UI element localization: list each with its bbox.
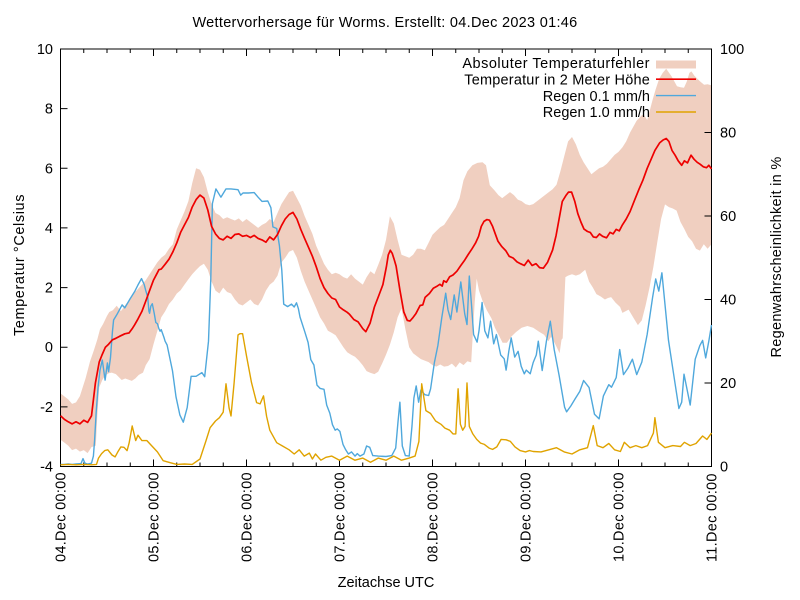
svg-text:40: 40 [720,293,736,309]
svg-text:8: 8 [45,102,53,118]
svg-text:07.Dec 00:00: 07.Dec 00:00 [333,472,349,562]
svg-text:08.Dec 00:00: 08.Dec 00:00 [426,472,442,562]
svg-text:04.Dec 00:00: 04.Dec 00:00 [54,472,70,562]
svg-text:09.Dec 00:00: 09.Dec 00:00 [519,472,535,562]
svg-text:Wettervorhersage für Worms. Er: Wettervorhersage für Worms. Erstellt: 04… [192,15,577,31]
svg-text:60: 60 [720,209,736,225]
svg-text:05.Dec 00:00: 05.Dec 00:00 [147,472,163,562]
svg-text:10: 10 [37,42,53,58]
svg-text:Temperatur °Celsius: Temperatur °Celsius [12,194,28,336]
svg-text:100: 100 [720,42,744,58]
svg-text:Temperatur in 2 Meter Höhe: Temperatur in 2 Meter Höhe [464,72,650,88]
svg-text:Zeitachse UTC: Zeitachse UTC [338,575,435,591]
svg-text:6: 6 [45,161,53,177]
svg-text:10.Dec 00:00: 10.Dec 00:00 [612,472,628,562]
svg-text:20: 20 [720,376,736,392]
svg-text:4: 4 [45,221,53,237]
svg-text:Regen 0.1 mm/h: Regen 0.1 mm/h [543,89,650,105]
svg-text:Regenwahrscheinlichkeit in %: Regenwahrscheinlichkeit in % [769,156,785,357]
svg-text:Absoluter Temperaturfehler: Absoluter Temperaturfehler [462,56,650,72]
svg-text:-2: -2 [40,400,53,416]
svg-text:-4: -4 [40,460,53,476]
svg-text:80: 80 [720,126,736,142]
svg-text:0: 0 [720,460,728,476]
svg-text:2: 2 [45,281,53,297]
svg-text:11.Dec 00:00: 11.Dec 00:00 [705,473,721,562]
svg-text:Regen 1.0 mm/h: Regen 1.0 mm/h [543,105,650,121]
svg-text:06.Dec 00:00: 06.Dec 00:00 [240,472,256,562]
svg-text:0: 0 [45,340,53,356]
